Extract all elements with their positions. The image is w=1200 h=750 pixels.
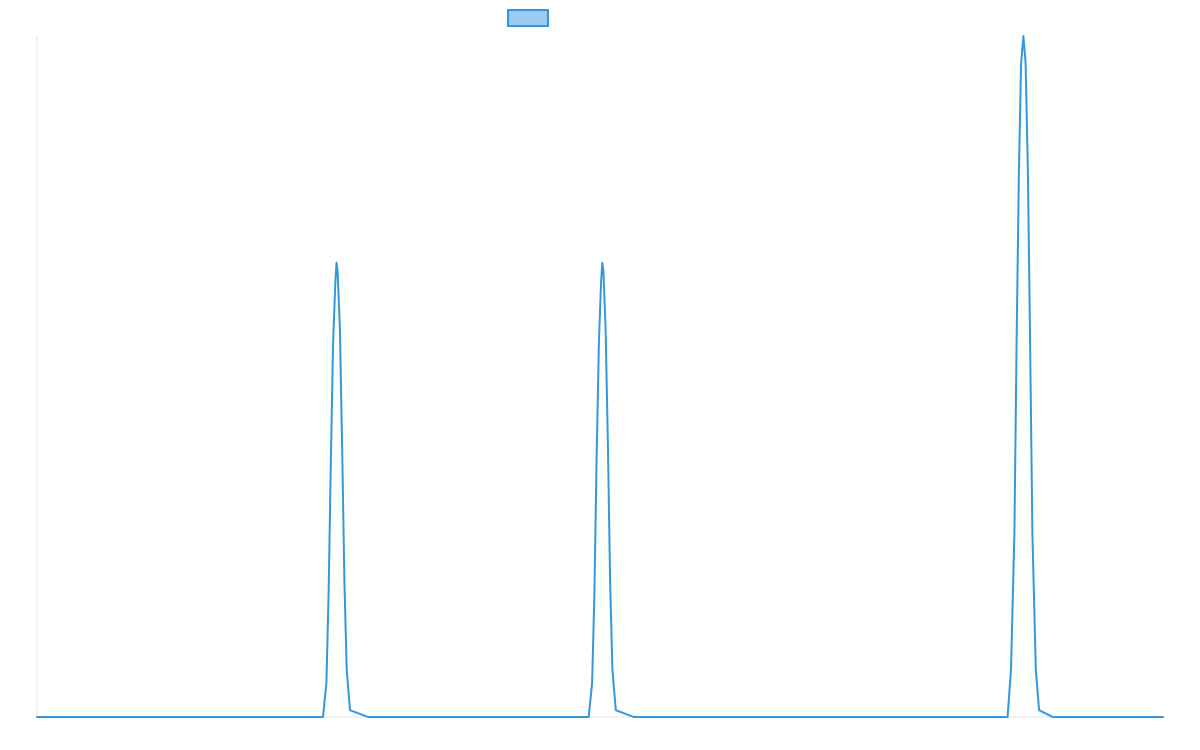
- series-line-1: [36, 35, 1164, 718]
- axes: [36, 36, 1163, 718]
- series-layer: [36, 35, 1164, 718]
- legend[interactable]: [507, 9, 549, 27]
- legend-swatch-1[interactable]: [507, 9, 549, 27]
